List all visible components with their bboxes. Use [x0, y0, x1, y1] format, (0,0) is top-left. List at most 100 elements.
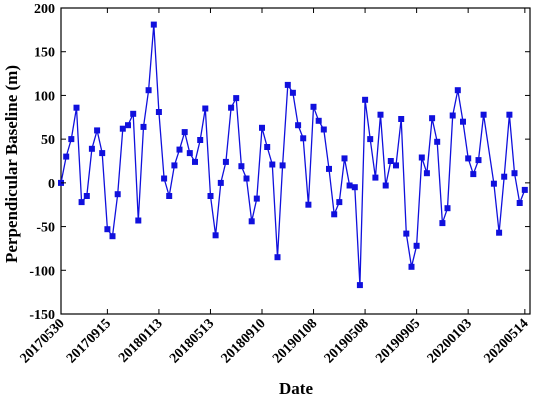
- data-point: [382, 182, 389, 189]
- data-point: [490, 180, 497, 187]
- data-point: [413, 242, 420, 249]
- data-point: [114, 191, 121, 198]
- x-tick-label: 20180113: [116, 316, 166, 366]
- x-tick-label: 20180910: [219, 316, 269, 366]
- data-point: [521, 186, 528, 193]
- y-tick-label: 150: [34, 46, 55, 61]
- data-point: [460, 118, 466, 125]
- data-point: [408, 263, 415, 270]
- data-point: [88, 145, 95, 152]
- x-tick-label: 20180513: [167, 316, 217, 366]
- data-point: [377, 111, 384, 118]
- data-point: [511, 170, 518, 177]
- data-point: [109, 233, 116, 240]
- data-point: [449, 112, 456, 119]
- data-point: [78, 199, 85, 206]
- data-point: [434, 138, 441, 145]
- data-point: [289, 89, 296, 96]
- x-axis-title: Date: [279, 379, 313, 398]
- data-point: [83, 193, 90, 199]
- data-point: [470, 171, 477, 178]
- data-point: [336, 199, 343, 206]
- data-point: [99, 150, 106, 157]
- y-axis: -150 -100 -50 0 50 100 150 200: [29, 2, 530, 323]
- data-point: [454, 87, 461, 94]
- data-point: [315, 117, 322, 124]
- data-point: [243, 175, 250, 182]
- y-tick-label: -50: [36, 221, 55, 236]
- data-point: [238, 163, 245, 170]
- data-point: [222, 158, 229, 165]
- data-point: [155, 109, 162, 115]
- data-point: [480, 111, 487, 118]
- data-point: [197, 137, 204, 143]
- data-point: [119, 125, 126, 132]
- data-point: [186, 150, 193, 157]
- data-point: [444, 205, 451, 212]
- x-tick-label: 20190508: [322, 316, 372, 366]
- data-point: [140, 123, 147, 130]
- data-point: [274, 254, 281, 261]
- data-point: [228, 104, 235, 111]
- series-line: [60, 24, 526, 286]
- x-tick-label: 20170915: [64, 316, 114, 366]
- data-point: [295, 122, 302, 129]
- data-point: [403, 230, 410, 237]
- data-point: [367, 136, 374, 143]
- data-point: [305, 201, 312, 208]
- data-point: [68, 136, 75, 143]
- data-point: [166, 193, 173, 199]
- data-point: [73, 104, 80, 111]
- data-point: [181, 129, 188, 136]
- data-point: [171, 162, 178, 169]
- data-point: [279, 162, 286, 169]
- data-point: [310, 103, 317, 110]
- data-point: [356, 282, 363, 289]
- y-tick-label: -150: [29, 308, 55, 323]
- data-point: [269, 161, 276, 168]
- data-point: [516, 200, 523, 206]
- data-point: [284, 81, 291, 88]
- y-tick-label: -100: [29, 264, 55, 279]
- data-point: [192, 158, 198, 165]
- data-point: [496, 229, 503, 236]
- data-point: [150, 21, 157, 28]
- data-point: [331, 211, 338, 218]
- data-point: [176, 146, 183, 153]
- plot-area: [58, 7, 531, 315]
- data-point: [202, 105, 209, 112]
- data-point: [300, 135, 307, 142]
- x-tick-label: 20190905: [373, 316, 423, 366]
- data-point: [233, 95, 240, 102]
- data-point: [341, 155, 348, 162]
- data-point: [207, 193, 214, 199]
- data-point: [439, 220, 446, 227]
- plot-frame: [60, 7, 531, 315]
- data-point: [429, 115, 436, 122]
- data-point: [501, 173, 508, 180]
- data-point: [346, 182, 353, 189]
- data-point: [212, 232, 219, 239]
- y-axis-title: Perpendicular Baseline (m): [2, 65, 21, 263]
- x-tick-label: 20200514: [481, 316, 531, 366]
- x-tick-label: 20190108: [270, 316, 320, 366]
- data-point: [94, 127, 101, 134]
- data-point: [387, 158, 394, 164]
- y-tick-label: 200: [34, 2, 55, 17]
- y-tick-label: 0: [48, 177, 55, 192]
- data-point: [104, 226, 111, 233]
- data-point: [362, 96, 369, 103]
- data-point: [248, 218, 255, 225]
- x-tick-label: 20170530: [18, 316, 68, 366]
- y-tick-label: 100: [34, 89, 55, 104]
- data-point: [130, 110, 137, 117]
- data-point: [506, 111, 513, 118]
- data-point: [320, 126, 327, 133]
- data-point: [465, 155, 472, 162]
- data-point: [351, 184, 358, 191]
- data-point: [475, 157, 482, 164]
- x-tick-label: 20200103: [425, 316, 475, 366]
- data-point: [393, 162, 399, 169]
